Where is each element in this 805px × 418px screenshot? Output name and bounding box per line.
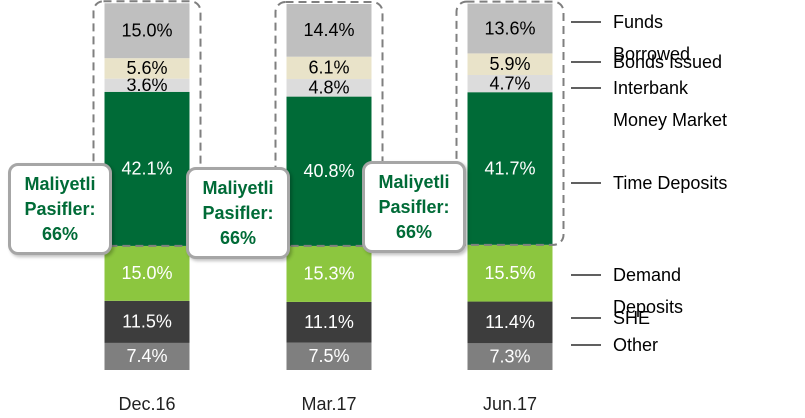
callout: Maliyetli Pasifler: 66% [8, 163, 112, 255]
value-label: 7.4% [126, 346, 167, 366]
callout: Maliyetli Pasifler: 66% [362, 161, 466, 253]
bar-segment [286, 342, 372, 370]
bar-segment [104, 58, 190, 79]
value-label: 5.9% [489, 54, 530, 74]
x-tick-label: Dec.16 [118, 394, 175, 414]
bar-segment [467, 301, 553, 344]
bar-segment [467, 244, 553, 302]
legend-label: SHE [613, 308, 651, 328]
value-label: 15.3% [303, 264, 354, 284]
value-label: 42.1% [121, 159, 172, 179]
value-label: 15.5% [484, 263, 535, 283]
value-label: 15.0% [121, 20, 172, 40]
x-tick-label: Jun.17 [483, 394, 537, 414]
bar-segment [467, 3, 553, 54]
x-tick-label: Mar.17 [301, 394, 356, 414]
legend-label: Funds Borrowed [613, 12, 691, 64]
bar-segment [104, 3, 190, 59]
bar-segment [286, 4, 372, 57]
cost-group-box [92, 0, 202, 247]
bar-segment [286, 96, 372, 246]
value-label: 5.6% [126, 58, 167, 78]
legend-label: Interbank Money Market [613, 78, 728, 130]
bar-segment [104, 91, 190, 246]
callout: Maliyetli Pasifler: 66% [186, 167, 290, 259]
bar-segment [104, 342, 190, 370]
value-label: 13.6% [484, 18, 535, 38]
value-label: 4.7% [489, 73, 530, 93]
value-label: 14.4% [303, 20, 354, 40]
value-label: 6.1% [308, 58, 349, 78]
callout-line: Pasifler: [24, 198, 96, 219]
legend-label: Other [613, 335, 659, 355]
callout-line: Maliyetli [378, 171, 450, 192]
callout-line: 66% [41, 223, 79, 244]
bar-segment [286, 56, 372, 80]
bar-segment [467, 343, 553, 370]
bar-segment [104, 78, 190, 92]
callout-line: 66% [395, 221, 433, 242]
value-label: 3.6% [126, 75, 167, 95]
bar-segment [104, 300, 190, 343]
value-label: 4.8% [308, 78, 349, 98]
value-label: 11.4% [485, 312, 535, 332]
bar-segment [467, 75, 553, 93]
cost-group-box [455, 0, 565, 246]
bar-segment [286, 79, 372, 97]
bar-segment [104, 245, 190, 301]
value-label: 41.7% [484, 158, 535, 178]
callout-line: Maliyetli [24, 173, 96, 194]
value-label: 7.3% [489, 346, 530, 366]
bar-segment [467, 92, 553, 245]
callout-line: Pasifler: [202, 202, 274, 223]
bar-segment [286, 301, 372, 343]
cost-group-box [274, 1, 384, 247]
value-label: 40.8% [303, 161, 354, 181]
legend-label: Bonds Issued [613, 52, 723, 72]
callout-line: Maliyetli [202, 177, 274, 198]
callout-line: Pasifler: [378, 196, 450, 217]
legend-label: Demand Deposits [613, 265, 684, 317]
legend-label: Time Deposits [613, 173, 728, 193]
value-label: 11.1% [304, 312, 354, 332]
value-label: 7.5% [308, 346, 349, 366]
callout-line: 66% [219, 227, 257, 248]
value-label: 11.5% [122, 312, 172, 332]
bar-segment [286, 245, 372, 302]
bar-segment [467, 53, 553, 76]
value-label: 15.0% [121, 263, 172, 283]
